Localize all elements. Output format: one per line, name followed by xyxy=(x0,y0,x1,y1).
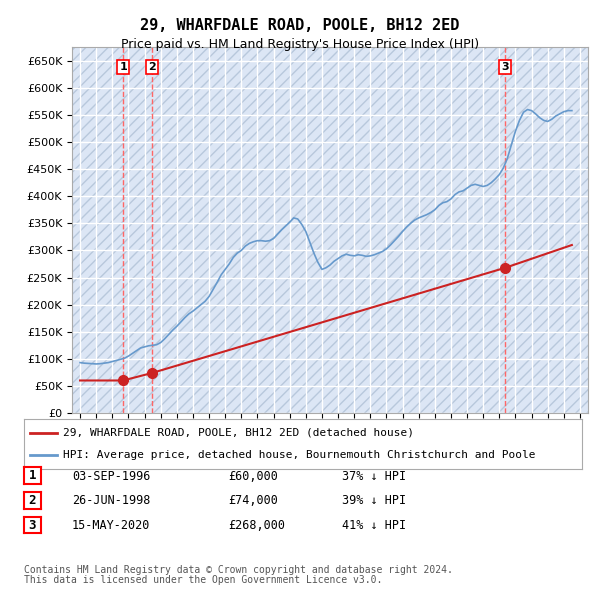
Text: 03-SEP-1996: 03-SEP-1996 xyxy=(72,470,151,483)
Text: 26-JUN-1998: 26-JUN-1998 xyxy=(72,494,151,507)
Text: 1: 1 xyxy=(119,62,127,72)
Text: 41% ↓ HPI: 41% ↓ HPI xyxy=(342,519,406,532)
Text: 29, WHARFDALE ROAD, POOLE, BH12 2ED: 29, WHARFDALE ROAD, POOLE, BH12 2ED xyxy=(140,18,460,32)
Text: 37% ↓ HPI: 37% ↓ HPI xyxy=(342,470,406,483)
Text: 2: 2 xyxy=(29,494,36,507)
Text: Price paid vs. HM Land Registry's House Price Index (HPI): Price paid vs. HM Land Registry's House … xyxy=(121,38,479,51)
Text: This data is licensed under the Open Government Licence v3.0.: This data is licensed under the Open Gov… xyxy=(24,575,382,585)
Text: £60,000: £60,000 xyxy=(228,470,278,483)
Text: £74,000: £74,000 xyxy=(228,494,278,507)
Text: 1: 1 xyxy=(29,469,36,482)
Text: 3: 3 xyxy=(29,519,36,532)
Text: 29, WHARFDALE ROAD, POOLE, BH12 2ED (detached house): 29, WHARFDALE ROAD, POOLE, BH12 2ED (det… xyxy=(63,428,414,438)
Text: HPI: Average price, detached house, Bournemouth Christchurch and Poole: HPI: Average price, detached house, Bour… xyxy=(63,450,536,460)
Text: 39% ↓ HPI: 39% ↓ HPI xyxy=(342,494,406,507)
Text: 3: 3 xyxy=(502,62,509,72)
Text: £268,000: £268,000 xyxy=(228,519,285,532)
Text: 15-MAY-2020: 15-MAY-2020 xyxy=(72,519,151,532)
Text: 2: 2 xyxy=(148,62,156,72)
Text: Contains HM Land Registry data © Crown copyright and database right 2024.: Contains HM Land Registry data © Crown c… xyxy=(24,565,453,575)
